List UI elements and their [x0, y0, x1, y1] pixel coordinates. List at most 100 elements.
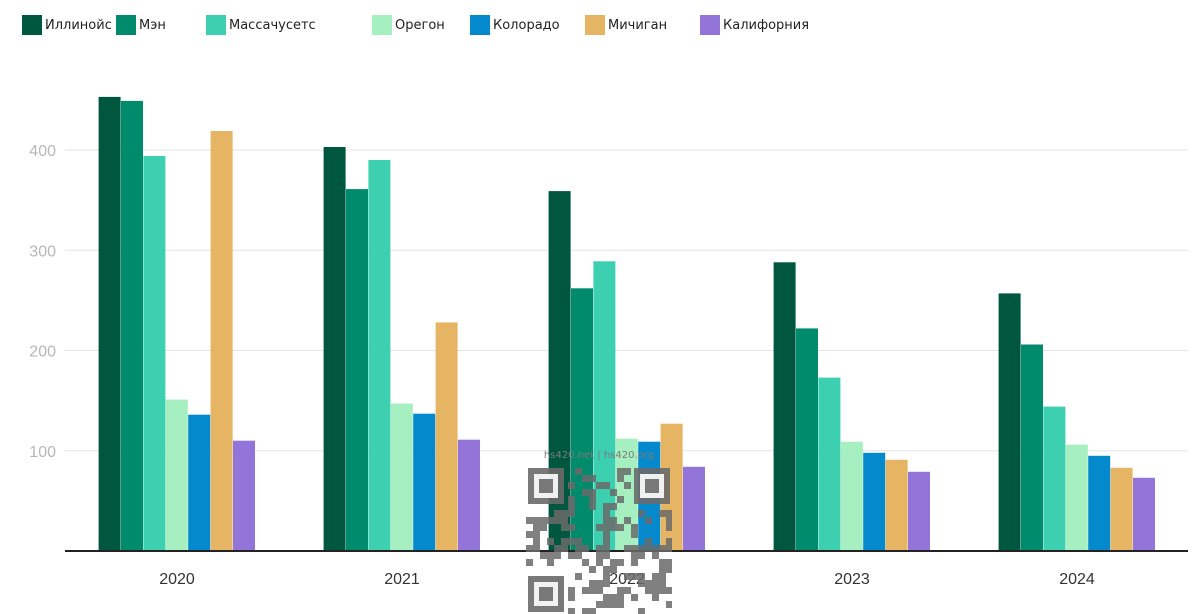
- qr-module: [568, 510, 575, 517]
- qr-module: [645, 580, 652, 587]
- bar: [683, 466, 705, 551]
- qr-module: [575, 468, 582, 475]
- qr-module: [631, 559, 638, 566]
- qr-module: [624, 482, 631, 489]
- qr-module: [617, 594, 624, 601]
- qr-module: [610, 594, 617, 601]
- bar: [1043, 406, 1066, 551]
- qr-module: [624, 517, 631, 524]
- qr-module: [659, 510, 666, 517]
- qr-module: [589, 580, 596, 587]
- legend-label: Массачусетс: [229, 17, 316, 33]
- legend-swatch: [206, 15, 226, 35]
- qr-module: [617, 587, 624, 594]
- qr-module: [638, 573, 645, 580]
- qr-module: [617, 524, 624, 531]
- qr-module: [652, 580, 659, 587]
- qr-module: [575, 573, 582, 580]
- qr-module: [666, 524, 672, 531]
- qr-module: [659, 587, 666, 594]
- qr-module: [568, 552, 575, 559]
- bar: [908, 471, 930, 551]
- qr-module: [645, 545, 652, 552]
- qr-module: [561, 538, 568, 545]
- qr-module: [589, 489, 596, 496]
- qr-module: [547, 559, 554, 566]
- qr-module: [666, 601, 672, 608]
- qr-module: [645, 538, 652, 545]
- bar: [571, 288, 593, 551]
- qr-module: [582, 608, 589, 614]
- legend-item: Мичиган: [585, 14, 667, 36]
- qr-module: [666, 538, 672, 545]
- qr-module: [603, 552, 610, 559]
- x-tick-label: 2021: [384, 571, 420, 588]
- bar: [863, 452, 886, 551]
- y-tick-label: 400: [29, 143, 56, 160]
- qr-module: [652, 594, 659, 601]
- qr-module: [603, 545, 610, 552]
- qr-module: [582, 545, 589, 552]
- watermark: hs420.net | hs420.org: [526, 450, 672, 614]
- qr-module: [659, 573, 666, 580]
- bar: [818, 377, 841, 551]
- legend-item: Иллинойс: [22, 14, 112, 36]
- qr-module: [617, 559, 624, 566]
- qr-module: [575, 545, 582, 552]
- qr-module: [624, 587, 631, 594]
- legend-label: Орегон: [395, 17, 445, 33]
- watermark-text: hs420.net | hs420.org: [543, 450, 655, 461]
- qr-module: [603, 573, 610, 580]
- qr-module: [589, 503, 596, 510]
- qr-module: [659, 559, 666, 566]
- qr-module: [652, 545, 659, 552]
- qr-module: [652, 552, 659, 559]
- qr-module: [547, 517, 554, 524]
- bar: [773, 262, 796, 551]
- qr-module: [554, 552, 561, 559]
- qr-module: [596, 580, 603, 587]
- qr-module: [603, 580, 610, 587]
- qr-module: [561, 524, 568, 531]
- qr-module: [638, 510, 645, 517]
- qr-module: [533, 538, 540, 545]
- qr-module: [533, 531, 540, 538]
- qr-module: [624, 573, 631, 580]
- qr-module: [533, 517, 540, 524]
- qr-module: [666, 566, 672, 573]
- qr-module: [568, 496, 575, 503]
- qr-module: [568, 524, 575, 531]
- qr-module: [638, 552, 645, 559]
- qr-module: [631, 524, 638, 531]
- qr-module: [589, 587, 596, 594]
- qr-module: [603, 482, 610, 489]
- qr-module: [547, 552, 554, 559]
- legend-swatch: [470, 15, 490, 35]
- qr-module: [547, 538, 554, 545]
- legend-swatch: [700, 15, 720, 35]
- qr-module: [631, 552, 638, 559]
- bar: [121, 100, 143, 552]
- bar: [1133, 477, 1155, 551]
- qr-module: [589, 496, 596, 503]
- bar: [143, 156, 166, 551]
- legend-swatch: [22, 15, 42, 35]
- qr-module: [603, 566, 610, 573]
- qr-module: [638, 545, 645, 552]
- qr-module: [617, 496, 624, 503]
- qr-module: [652, 573, 659, 580]
- legend-label: Калифорния: [723, 17, 810, 33]
- qr-module: [575, 552, 582, 559]
- qr-module: [638, 608, 645, 614]
- bar: [998, 293, 1021, 551]
- qr-module: [582, 475, 589, 482]
- bar: [346, 189, 368, 551]
- bar: [593, 261, 616, 551]
- bar: [840, 441, 863, 551]
- qr-module: [603, 510, 610, 517]
- bar: [233, 440, 255, 551]
- qr-module: [610, 517, 617, 524]
- qr-module: [666, 545, 672, 552]
- qr-module: [561, 545, 568, 552]
- qr-module: [596, 482, 603, 489]
